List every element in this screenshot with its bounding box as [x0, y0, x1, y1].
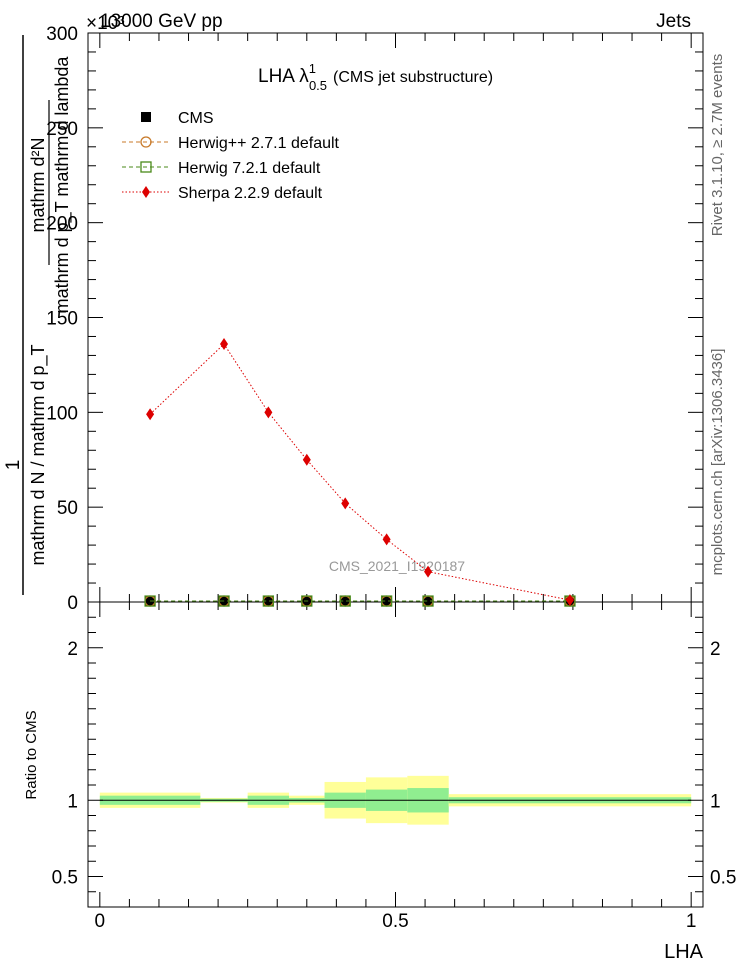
series-herwig-7-2-1-default [144, 595, 576, 607]
chart-title: LHA λ1 0.5 (CMS jet substructure) [258, 61, 493, 93]
process-label: Jets [656, 11, 691, 32]
main-y-tick-label: 300 [46, 24, 78, 45]
legend-label: CMS [178, 110, 214, 127]
main-y-tick-label: 200 [46, 214, 78, 235]
ratio-y-tick-label: 0.5 [52, 868, 78, 889]
legend-label: Sherpa 2.2.9 default [178, 185, 323, 202]
energy-label: 13000 GeV pp [100, 11, 223, 32]
x-axis-label: LHA [664, 941, 704, 963]
main-y-tick-label: 150 [46, 309, 78, 330]
data-point [423, 596, 434, 607]
legend: CMS Herwig++ 2.7.1 default Herwig 7.2.1 de… [122, 110, 340, 202]
legend-marker [140, 136, 152, 148]
ratio-y-tick-label-right: 1 [710, 791, 721, 812]
chart-title-suffix: (CMS jet substructure) [333, 69, 493, 86]
data-point [424, 565, 433, 578]
series-layer [144, 338, 576, 607]
x-tick-label: 0.5 [382, 911, 408, 932]
legend-marker [140, 161, 152, 173]
data-point [382, 533, 391, 546]
data-point [262, 595, 275, 607]
main-y-axis: 0 50 100 150 200 250 300 [46, 24, 703, 614]
legend-label: Herwig++ 2.7.1 default [178, 135, 340, 152]
data-point [218, 595, 230, 607]
data-point [144, 595, 156, 607]
data-point [380, 595, 393, 607]
x-tick-label: 1 [686, 911, 697, 932]
ratio-plot-frame [87, 601, 704, 908]
chart-title-main: LHA λ [258, 66, 309, 87]
main-y-tick-label: 0 [67, 593, 78, 614]
data-point [146, 408, 155, 421]
analysis-watermark: CMS_2021_I1920187 [329, 558, 465, 574]
data-point [220, 338, 229, 351]
data-point [381, 596, 392, 607]
mcplots-info: mcplots.cern.ch [arXiv:1306.3436] [709, 349, 726, 576]
rivet-info: Rivet 3.1.10, ≥ 2.7M events [709, 54, 726, 237]
ratio-y-axis: 0.5 0.5 1 1 2 2 [52, 616, 736, 893]
series-sherpa-2-2-9-default [146, 338, 574, 607]
x-tick-label: 0 [95, 911, 106, 932]
ratio-y-label: Ratio to CMS [23, 710, 40, 799]
ylabel-denominator: mathrm d N / mathrm d p_T [28, 344, 49, 565]
chart-title-sup: 1 [309, 61, 316, 76]
ratio-y-tick-label-right: 0.5 [710, 868, 736, 889]
main-y-tick-label: 50 [57, 498, 78, 519]
data-point [565, 594, 574, 607]
legend-marker [141, 112, 151, 122]
exponent-label: ×10³ [86, 13, 125, 34]
ratio-y-tick-label: 2 [67, 639, 78, 660]
ylabel-numerator: 1 [3, 460, 24, 471]
ratio-y-tick-label: 1 [67, 791, 78, 812]
main-y-tick-label: 250 [46, 119, 78, 140]
legend-marker [142, 186, 150, 198]
legend-label: Herwig 7.2.1 default [178, 160, 321, 177]
data-point [264, 406, 273, 419]
data-point [302, 453, 311, 466]
series-line [149, 343, 571, 601]
data-point [301, 595, 313, 607]
data-point [422, 595, 434, 607]
data-point [263, 596, 274, 607]
data-point [339, 595, 351, 607]
main-y-axis-label: 1 mathrm d N / mathrm d p_T mathrm d²N m… [3, 35, 73, 595]
main-y-tick-label: 100 [46, 403, 78, 424]
data-point [341, 497, 350, 510]
chart-title-sub: 0.5 [309, 78, 327, 93]
ylabel-right-denominator: mathrm d p_T mathrm d lambda [52, 56, 73, 314]
data-point [340, 596, 351, 607]
ratio-y-tick-label-right: 2 [710, 639, 721, 660]
ratio-x-axis: 0 0.5 1 [95, 602, 697, 932]
ylabel-right-numerator: mathrm d²N [28, 137, 48, 232]
